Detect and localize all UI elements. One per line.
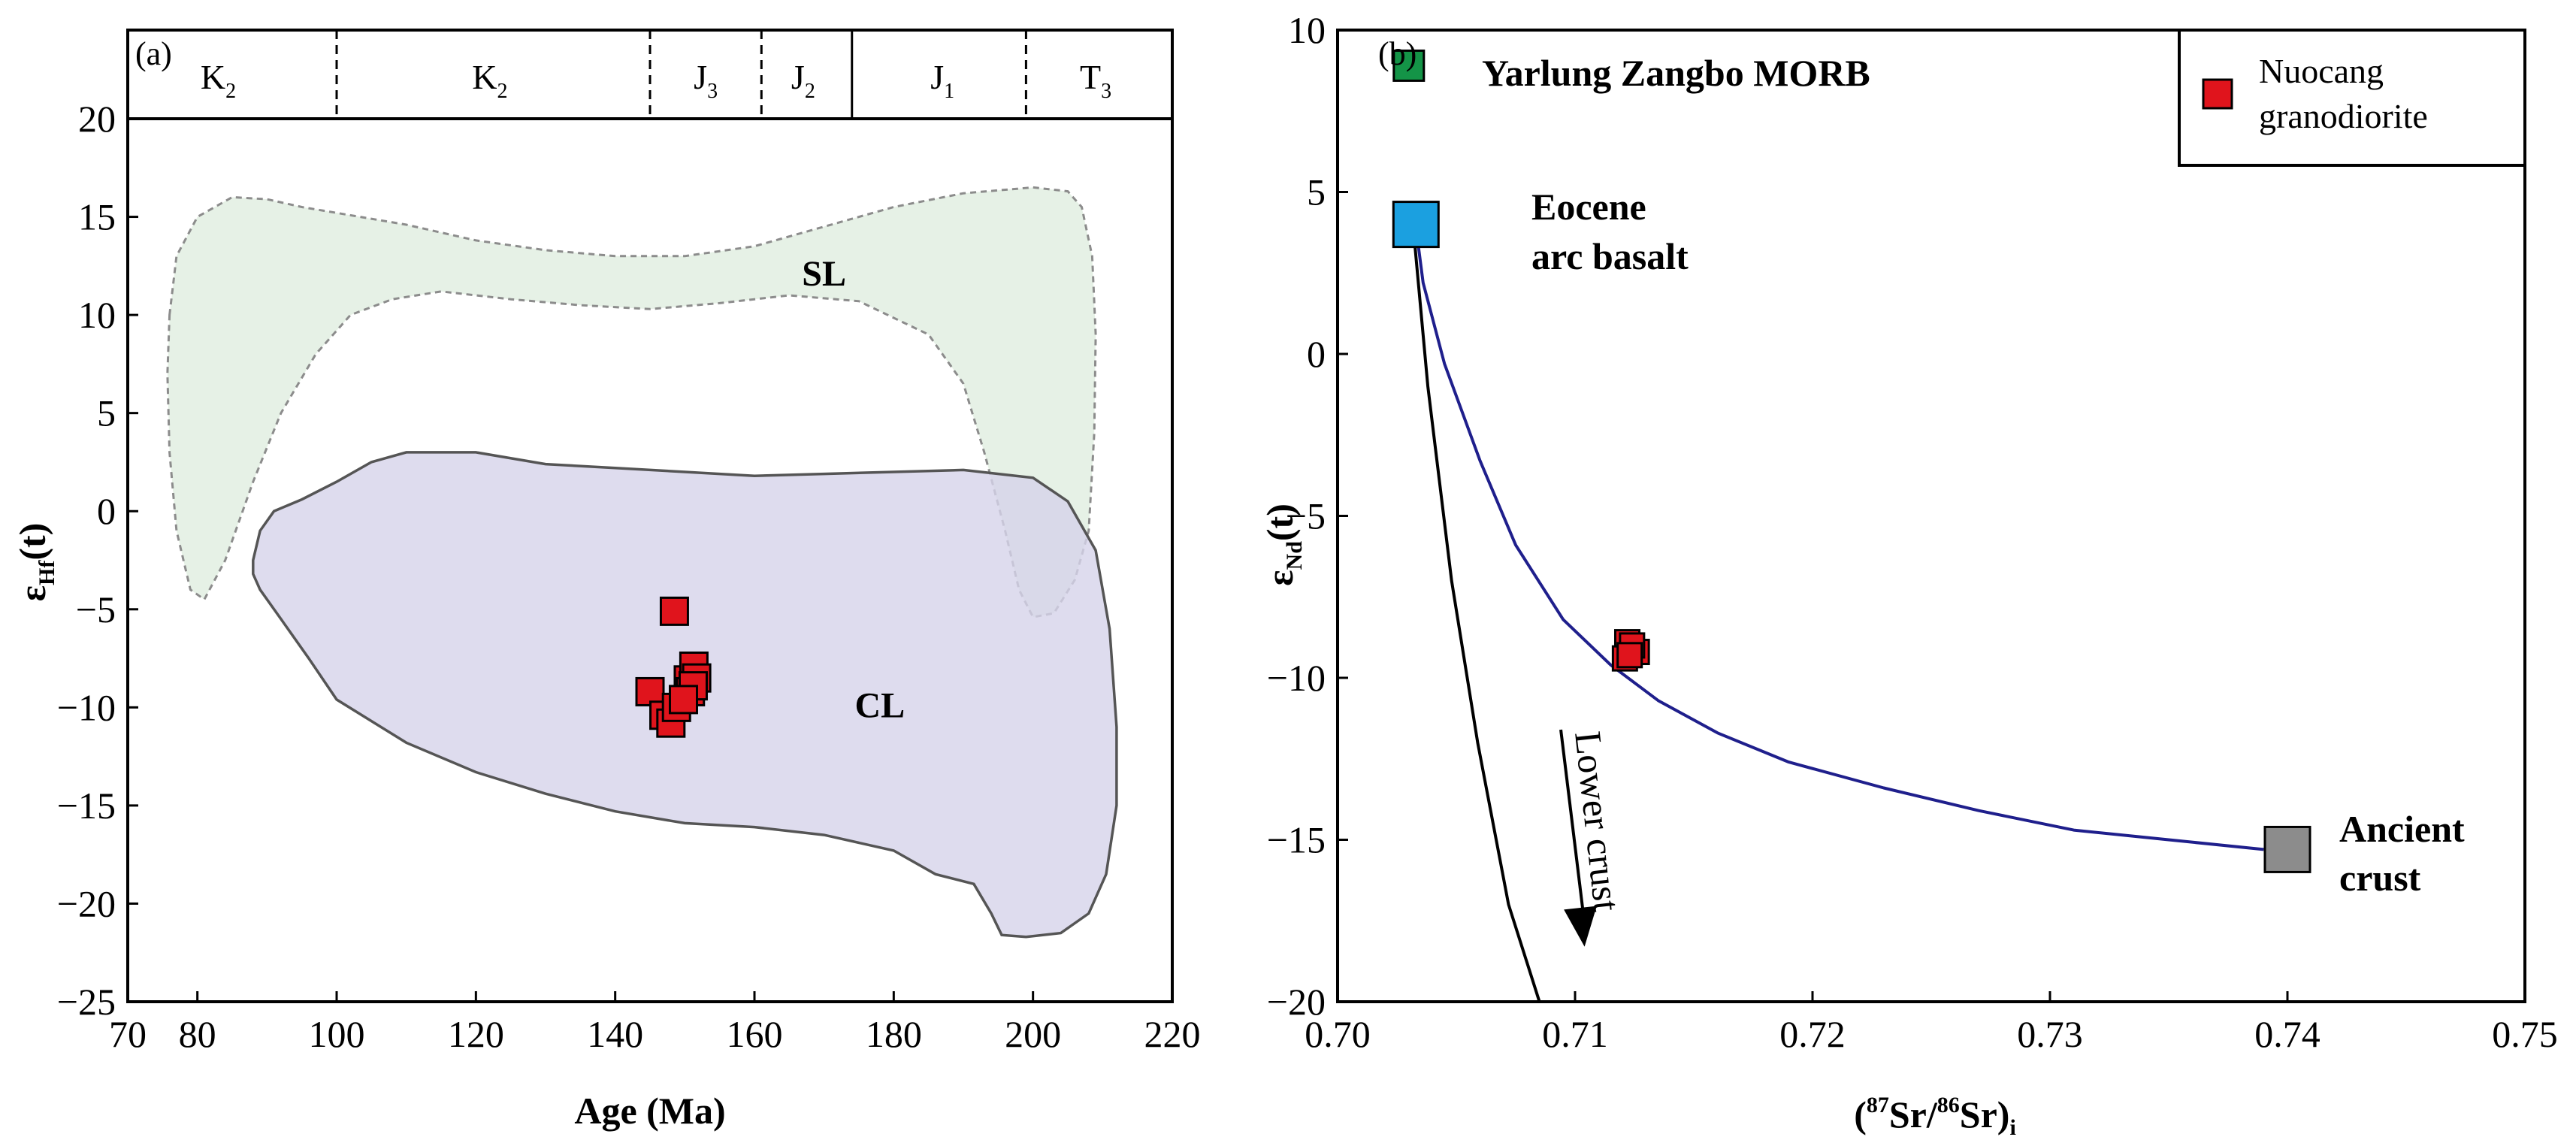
a-period-labels: K2 K2 J3 J2 J1 T3 [201, 58, 1111, 103]
b-y-axis-label-tail: (t) [1259, 503, 1301, 541]
b-y-axis-label-main: ε [1259, 570, 1301, 585]
lower-crust-label: Lower crust [1567, 729, 1628, 913]
a-xtick-label-6: 180 [866, 1013, 922, 1055]
b-x-label-mid: Sr/ [1889, 1093, 1938, 1135]
ancient-crust-marker [2263, 825, 2311, 873]
b-y-axis-label: εNd(t) [1259, 503, 1307, 586]
a-period-label-2: J3 [694, 58, 718, 103]
a-x-axis-ticks: 70 80 100 120 140 160 180 200 220 [109, 991, 1201, 1055]
b-ytick-label-1: 5 [1307, 171, 1326, 213]
b-x-axis-label: (87Sr/86Sr)i [1854, 1093, 2016, 1140]
b-data-points [1611, 629, 1650, 672]
ancient-label-line2: crust [2339, 857, 2421, 899]
legend: Nuocang granodiorite [2178, 29, 2526, 167]
a-ytick-label-6: −10 [57, 686, 116, 728]
b-ytick-label-5: −15 [1267, 819, 1326, 861]
a-xtick-label-7: 200 [1005, 1013, 1061, 1055]
a-ytick-label-8: −20 [57, 882, 116, 924]
legend-box [2178, 29, 2526, 167]
a-xtick-label-5: 160 [727, 1013, 783, 1055]
b-y-axis-ticks: 10 5 0 −5 −10 −15 −20 [1267, 9, 1348, 1023]
a-ytick-label-0: 20 [78, 98, 116, 140]
a-data-point-0 [659, 596, 689, 626]
b-xtick-label-1: 0.71 [1542, 1013, 1608, 1055]
a-ytick-label-9: −25 [57, 981, 116, 1023]
b-xtick-label-3: 0.73 [2017, 1013, 2083, 1055]
a-y-axis-label: εHf(t) [11, 523, 59, 602]
mixing-curve [1414, 227, 2264, 851]
b-y-axis-label-sub: Nd [1282, 541, 1307, 570]
legend-label-line2: granodiorite [2259, 97, 2428, 135]
b-xtick-label-5: 0.75 [2492, 1013, 2558, 1055]
b-ytick-label-2: 0 [1307, 333, 1326, 375]
a-xtick-label-3: 120 [448, 1013, 504, 1055]
b-panel-label: (b) [1378, 35, 1416, 72]
b-ytick-label-4: −10 [1267, 657, 1326, 699]
a-period-label-4: J1 [930, 58, 954, 103]
region-sl [166, 186, 1097, 618]
sl-region-label: SL [802, 254, 846, 294]
lower-crust-arrow-shaft [1559, 729, 1586, 924]
a-ytick-label-2: 10 [78, 294, 116, 336]
b-data-point-4 [1616, 642, 1643, 669]
a-regions [166, 186, 1118, 939]
b-x-label-sup1: 87 [1867, 1093, 1889, 1117]
a-y-axis-label-main: ε [11, 585, 53, 601]
a-ytick-label-5: −5 [76, 588, 116, 630]
a-xtick-label-1: 80 [179, 1013, 216, 1055]
cl-region-label: CL [854, 685, 905, 725]
b-x-label-open: ( [1854, 1093, 1867, 1135]
a-period-label-3: J2 [791, 58, 815, 103]
a-data-point-10 [668, 685, 698, 715]
a-x-axis-label: Age (Ma) [574, 1090, 725, 1132]
a-y-axis-label-sub: Hf [35, 560, 59, 585]
a-y-axis-label-tail: (t) [11, 523, 53, 561]
a-ytick-label-3: 5 [97, 392, 116, 434]
b-x-label-sub: i [2009, 1115, 2015, 1140]
lower-crust-line [1412, 231, 1541, 1002]
a-xtick-label-0: 70 [109, 1013, 147, 1055]
morb-label: Yarlung Zangbo MORB [1482, 52, 1870, 94]
a-period-dividers [335, 30, 1027, 119]
a-data-points [635, 596, 712, 738]
a-period-label-1: K2 [472, 58, 507, 103]
b-ytick-label-0: 10 [1288, 9, 1326, 51]
b-endmembers [1392, 49, 2311, 873]
b-curves [1412, 227, 2264, 1002]
eocene-marker [1392, 201, 1440, 249]
morb-marker [1392, 49, 1426, 82]
a-ytick-label-1: 15 [78, 196, 116, 238]
b-x-label-close: Sr) [1960, 1093, 2010, 1135]
a-period-label-5: T3 [1080, 58, 1111, 103]
b-ytick-label-3: −5 [1286, 495, 1326, 537]
b-xtick-label-2: 0.72 [1779, 1013, 1846, 1055]
a-panel-label: (a) [135, 35, 172, 72]
legend-marker-red-square [2202, 78, 2233, 110]
b-xtick-label-0: 0.70 [1305, 1013, 1371, 1055]
legend-label-line1: Nuocang [2259, 52, 2384, 90]
eocene-label-line2: arc basalt [1531, 235, 1689, 277]
panel-a: K2 K2 J3 J2 J1 T3 (a) 70 80 100 120 140 160 180 200 2… [11, 29, 1201, 1132]
b-x-label-sup2: 86 [1937, 1093, 1960, 1117]
eocene-label-line1: Eocene [1531, 186, 1646, 228]
a-period-label-0: K2 [201, 58, 236, 103]
b-xtick-label-4: 0.74 [2254, 1013, 2321, 1055]
a-y-axis-ticks: 20 15 10 5 0 −5 −10 −15 −20 −25 [57, 98, 138, 1023]
a-ytick-label-4: 0 [97, 490, 116, 532]
a-xtick-label-4: 140 [587, 1013, 643, 1055]
b-ytick-label-6: −20 [1267, 981, 1326, 1023]
b-x-axis-ticks: 0.70 0.71 0.72 0.73 0.74 0.75 [1305, 991, 2558, 1055]
lower-crust-arrow-head [1564, 906, 1597, 947]
ancient-label-line1: Ancient [2339, 808, 2465, 850]
a-ytick-label-7: −15 [57, 785, 116, 827]
panel-b: (b) 0.70 0.71 0.72 0.73 0.74 0.75 10 5 0 −5 −10 −1… [1259, 9, 2558, 1140]
a-xtick-label-2: 100 [309, 1013, 365, 1055]
a-xtick-label-8: 220 [1144, 1013, 1201, 1055]
